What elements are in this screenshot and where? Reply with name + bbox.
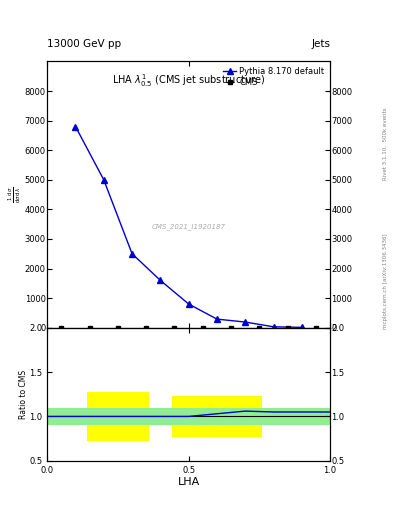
Text: Rivet 3.1.10,  500k events: Rivet 3.1.10, 500k events [383,107,387,180]
Pythia 8.170 default [271,324,276,330]
Text: 13000 GeV pp: 13000 GeV pp [47,38,121,49]
Pythia 8.170 default [73,123,78,130]
Line: Pythia 8.170 default: Pythia 8.170 default [72,123,305,331]
Text: mcplots.cern.ch [arXiv:1306.3436]: mcplots.cern.ch [arXiv:1306.3436] [383,234,387,329]
Pythia 8.170 default [299,324,304,330]
Y-axis label: $\frac{1}{\mathrm{d}\sigma}\frac{\mathrm{d}\sigma}{\mathrm{d}\lambda}$: $\frac{1}{\mathrm{d}\sigma}\frac{\mathrm… [7,186,23,203]
Legend: Pythia 8.170 default, CMS: Pythia 8.170 default, CMS [222,66,326,88]
Text: Jets: Jets [311,38,330,49]
Pythia 8.170 default [215,316,219,322]
Pythia 8.170 default [101,177,106,183]
Y-axis label: Ratio to CMS: Ratio to CMS [19,370,28,419]
X-axis label: LHA: LHA [178,477,200,487]
Pythia 8.170 default [186,301,191,307]
Pythia 8.170 default [158,278,163,284]
Pythia 8.170 default [243,319,248,325]
Text: CMS_2021_I1920187: CMS_2021_I1920187 [152,223,226,230]
Pythia 8.170 default [130,251,134,257]
Text: LHA $\lambda^{1}_{0.5}$ (CMS jet substructure): LHA $\lambda^{1}_{0.5}$ (CMS jet substru… [112,72,265,89]
